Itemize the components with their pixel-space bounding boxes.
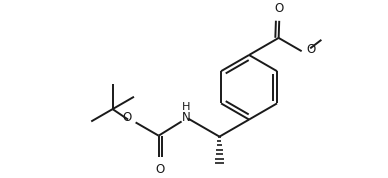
Text: O: O (155, 163, 164, 176)
Text: O: O (307, 43, 316, 56)
Text: N: N (182, 111, 191, 124)
Text: O: O (275, 2, 284, 15)
Text: O: O (123, 111, 132, 124)
Text: H: H (182, 102, 191, 112)
